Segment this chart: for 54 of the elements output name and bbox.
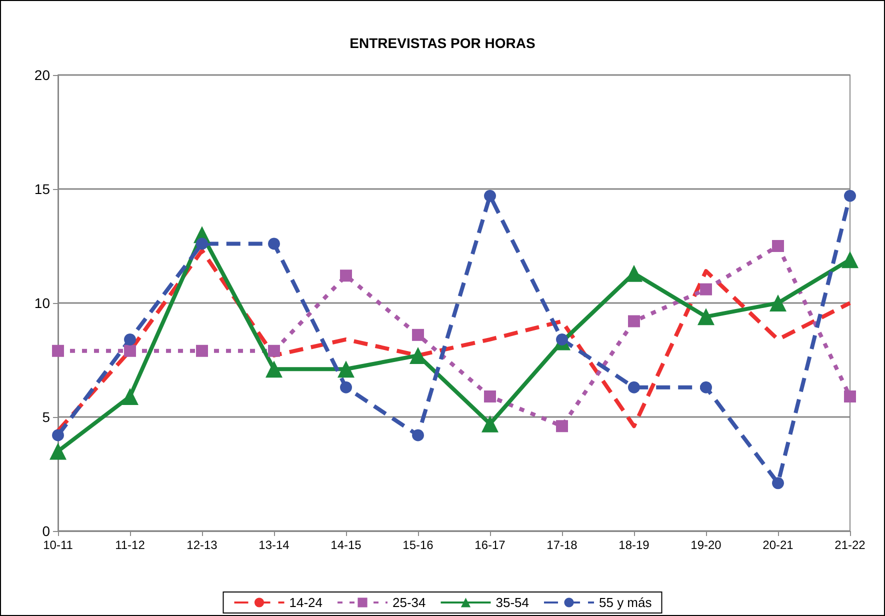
point (700, 283, 712, 296)
point (124, 333, 136, 346)
point (50, 442, 66, 460)
x-tick-label: 14-15 (330, 538, 362, 552)
point (842, 251, 858, 268)
point (772, 240, 784, 252)
x-tick-label: 13-14 (258, 538, 290, 552)
legend-label: 35-54 (496, 595, 530, 610)
point (556, 420, 568, 432)
point (268, 344, 280, 357)
point (484, 390, 496, 402)
point (412, 328, 424, 341)
point (52, 429, 64, 442)
point (52, 344, 64, 357)
point (772, 477, 784, 490)
chart-title: ENTREVISTAS POR HORAS (350, 35, 536, 51)
point (196, 344, 208, 357)
legend-label: 14-24 (289, 595, 323, 610)
x-tick-label: 19-20 (690, 538, 722, 552)
x-tick-label: 12-13 (186, 538, 218, 552)
point (268, 238, 280, 250)
point (698, 308, 714, 326)
y-tick-label: 10 (34, 295, 50, 311)
x-tick-label: 10-11 (43, 538, 74, 552)
x-tick-label: 15-16 (402, 538, 434, 552)
x-tick-label: 18-19 (618, 538, 650, 552)
y-tick-label: 5 (42, 409, 50, 425)
point (628, 381, 640, 394)
point (626, 264, 642, 282)
point (340, 381, 352, 394)
point (482, 415, 498, 432)
point (196, 238, 208, 250)
point (124, 344, 136, 357)
y-tick-label: 20 (34, 67, 50, 83)
point (770, 294, 786, 312)
point (628, 315, 640, 328)
x-tick-label: 16-17 (474, 538, 506, 552)
x-tick-label: 20-21 (762, 538, 794, 552)
point (484, 190, 496, 202)
y-tick-label: 0 (42, 523, 50, 539)
legend-label: 25-34 (392, 595, 426, 610)
y-tick-label: 15 (34, 181, 50, 197)
x-tick-label: 21-22 (834, 538, 866, 552)
point (340, 270, 352, 282)
point (266, 360, 282, 378)
point (412, 429, 424, 442)
point (122, 388, 138, 405)
point (700, 381, 712, 394)
x-tick-label: 11-12 (115, 538, 146, 552)
point (844, 190, 856, 202)
point (338, 360, 354, 378)
x-tick-label: 17-18 (546, 538, 578, 552)
point (844, 390, 856, 402)
legend-label: 55 y más (599, 595, 652, 610)
